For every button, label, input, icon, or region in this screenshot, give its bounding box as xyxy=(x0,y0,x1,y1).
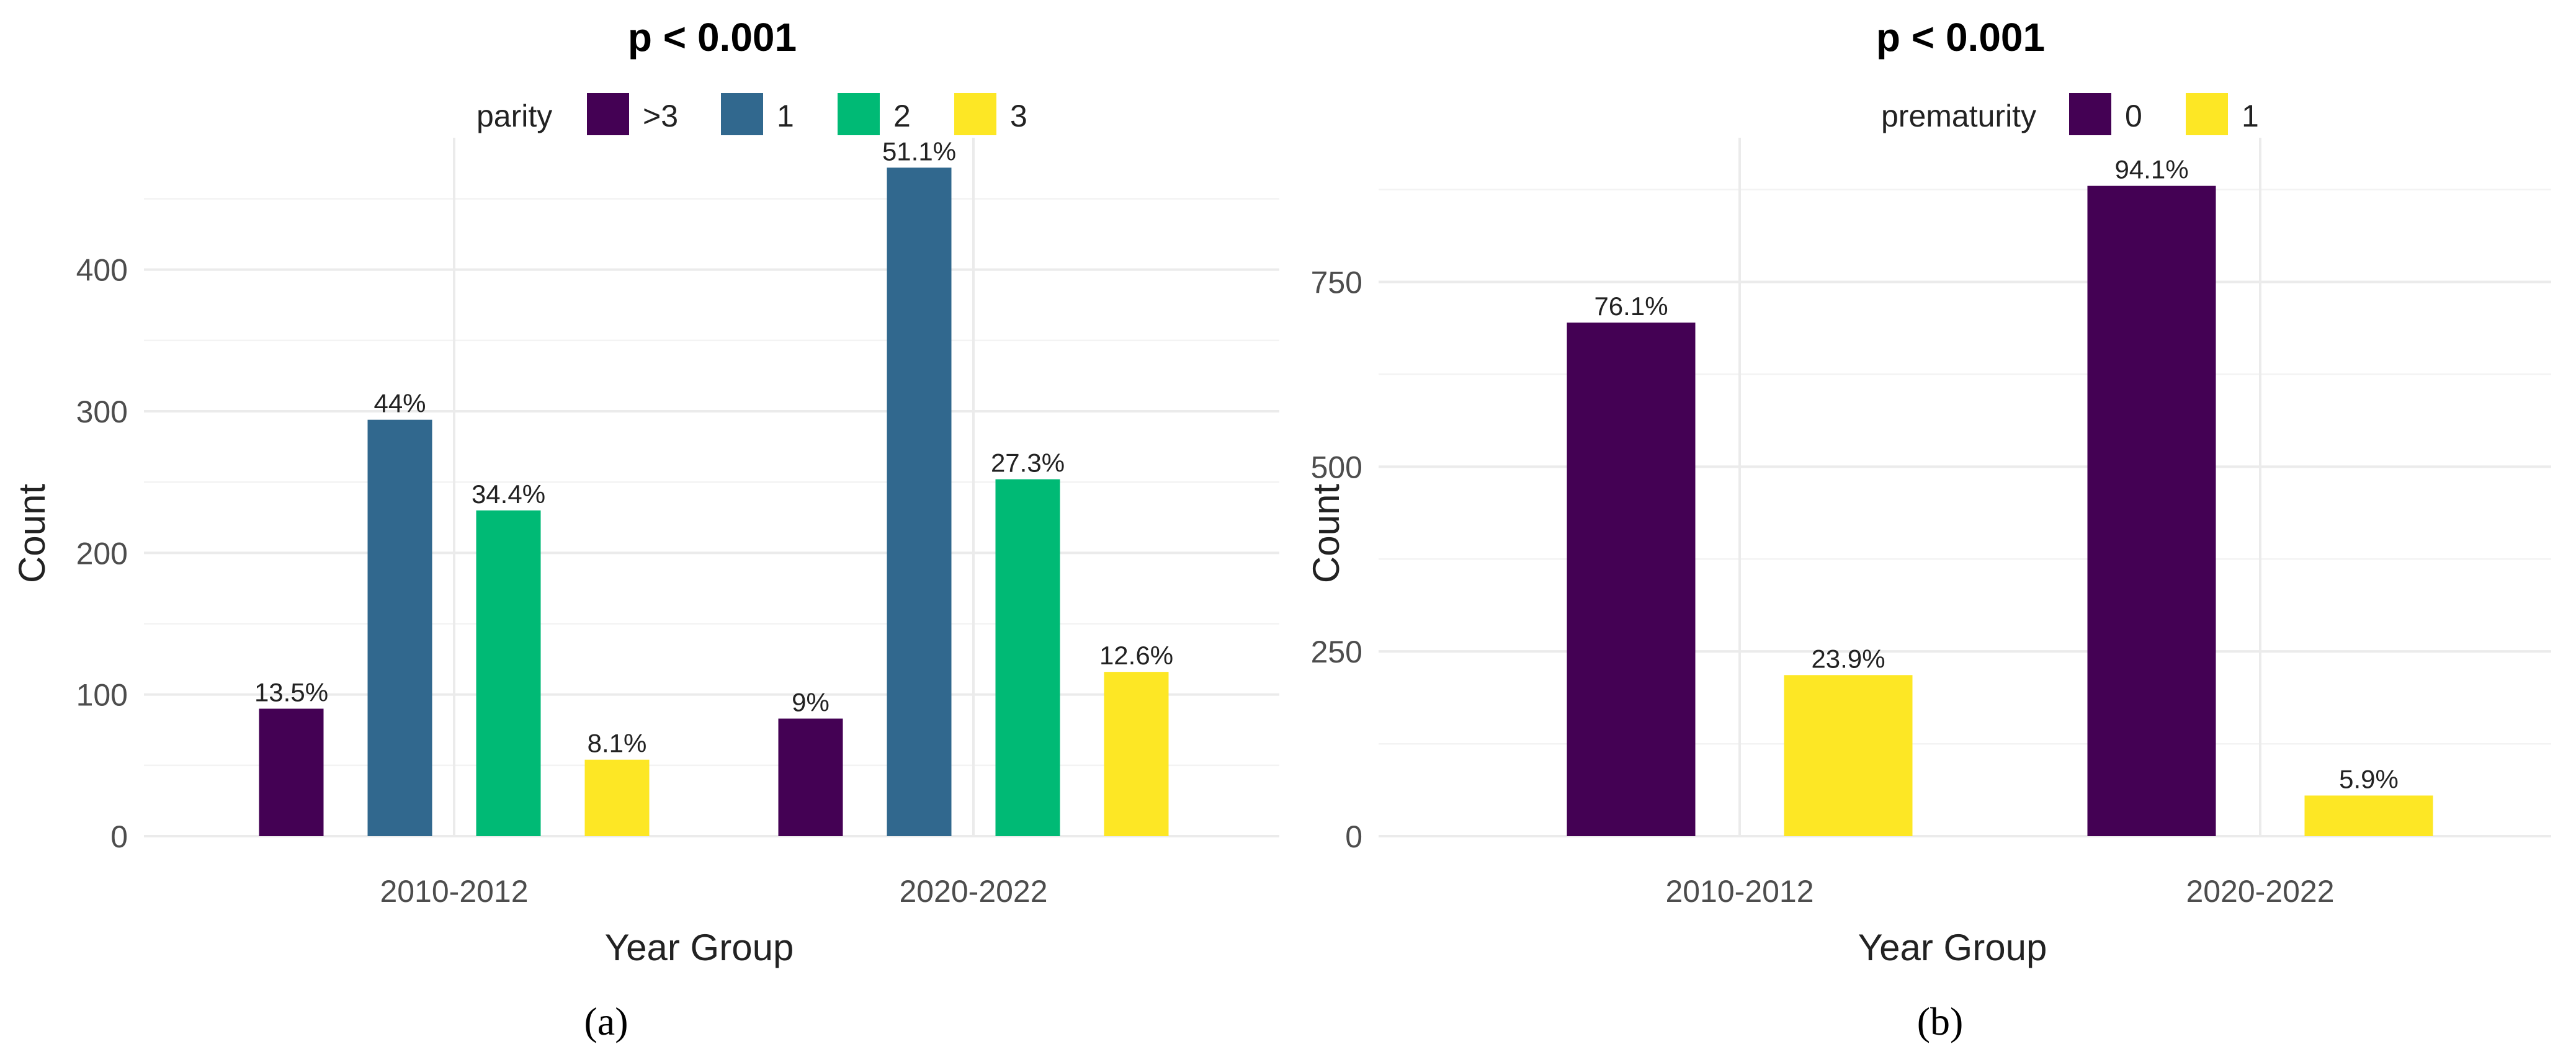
chart-panel-a: 0 100 200 300 400 13.5% 44% 34.4% 8.1% 2010-2012 9… xyxy=(11,15,1279,1043)
data-label: 12.6% xyxy=(1099,641,1173,670)
data-label: 51.1% xyxy=(882,136,956,166)
legend-label: 3 xyxy=(1010,99,1027,133)
chart-title: p < 0.001 xyxy=(628,15,797,60)
y-tick-label: 0 xyxy=(110,819,128,854)
legend-swatch xyxy=(587,93,629,135)
y-tick-label: 200 xyxy=(76,536,128,571)
data-label: 13.5% xyxy=(254,678,328,707)
bar-2010-2012->3 xyxy=(259,708,324,836)
x-tick-label: 2010-2012 xyxy=(1665,874,1813,909)
x-tick-label: 2020-2022 xyxy=(899,874,1047,909)
x-axis-title: Year Group xyxy=(1858,927,2047,968)
legend-swatch xyxy=(2069,93,2111,135)
y-axis-title: Count xyxy=(1305,484,1347,583)
y-tick-label: 500 xyxy=(1311,450,1362,484)
data-label: 76.1% xyxy=(1594,292,1668,321)
data-label: 8.1% xyxy=(588,729,647,758)
data-label: 44% xyxy=(373,389,426,418)
legend: prematurity 0 1 xyxy=(1881,93,2259,135)
legend-title: prematurity xyxy=(1881,99,2036,133)
legend-label: 2 xyxy=(893,99,911,133)
bar-2020-2022-0 xyxy=(2087,185,2216,837)
bar-2010-2012-0 xyxy=(1567,323,1696,836)
legend-swatch xyxy=(721,93,763,135)
y-tick-label: 100 xyxy=(76,678,128,713)
bar-2020-2022-3 xyxy=(1104,672,1169,836)
chart-panel-b: 0 250 500 750 76.1% 23.9% 2010-2012 94.1% 5.9% 20… xyxy=(1305,15,2551,1043)
data-label: 5.9% xyxy=(2339,764,2399,793)
y-tick-label: 400 xyxy=(76,253,128,288)
legend-label: >3 xyxy=(643,99,678,133)
bar-2020-2022->3 xyxy=(778,718,843,836)
legend-label: 0 xyxy=(2125,99,2142,133)
bar-2020-2022-1 xyxy=(2304,795,2433,836)
y-tick-label: 0 xyxy=(1345,819,1362,854)
y-tick-label: 750 xyxy=(1311,265,1362,300)
y-axis-title: Count xyxy=(11,484,53,583)
legend-label: 1 xyxy=(777,99,794,133)
bar-2010-2012-2 xyxy=(476,510,541,836)
legend-swatch xyxy=(838,93,880,135)
panel-caption: (a) xyxy=(584,999,628,1043)
legend-label: 1 xyxy=(2242,99,2259,133)
legend-title: parity xyxy=(476,99,552,133)
x-axis-title: Year Group xyxy=(605,927,794,968)
bar-2020-2022-1 xyxy=(887,167,952,837)
data-label: 9% xyxy=(792,687,830,716)
x-tick-label: 2010-2012 xyxy=(380,874,528,909)
data-label: 27.3% xyxy=(991,448,1065,478)
y-tick-label: 250 xyxy=(1311,635,1362,669)
chart-title: p < 0.001 xyxy=(1876,15,2045,60)
x-tick-label: 2020-2022 xyxy=(2186,874,2334,909)
bar-2010-2012-1 xyxy=(1784,675,1913,836)
y-tick-label: 300 xyxy=(76,395,128,429)
legend-swatch xyxy=(2186,93,2228,135)
bar-2020-2022-2 xyxy=(995,479,1060,836)
legend: parity >3 1 2 3 xyxy=(476,93,1027,135)
data-label: 34.4% xyxy=(472,479,545,509)
data-label: 23.9% xyxy=(1811,644,1885,673)
legend-swatch xyxy=(954,93,996,135)
bar-2010-2012-1 xyxy=(367,419,432,836)
bar-2010-2012-3 xyxy=(584,759,650,836)
data-label: 94.1% xyxy=(2114,155,2188,184)
panel-caption: (b) xyxy=(1917,999,1964,1043)
